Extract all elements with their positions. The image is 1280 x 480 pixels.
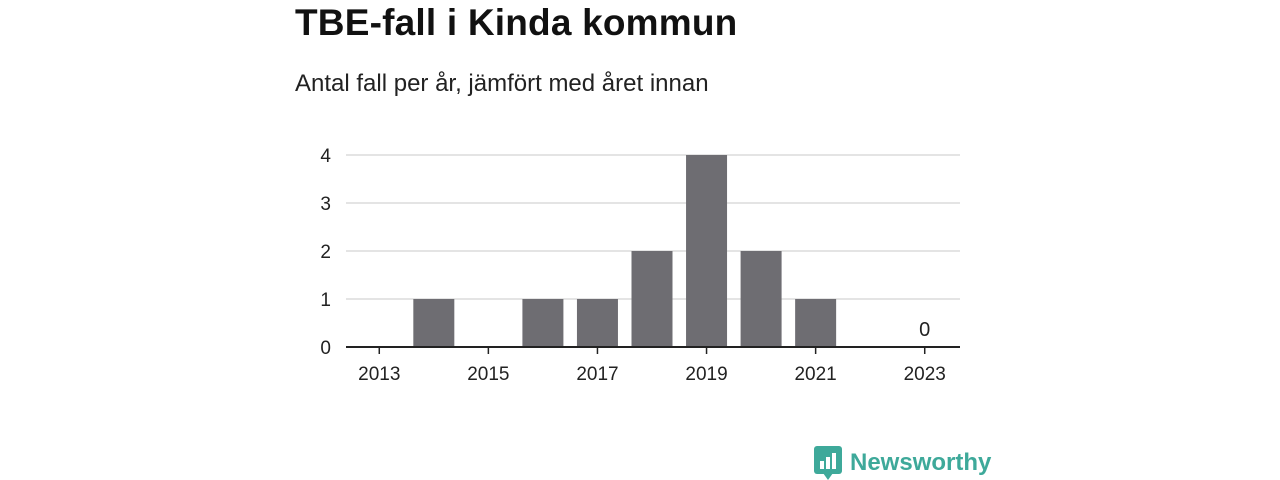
brand-logo: Newsworthy [814, 446, 991, 480]
y-tick-label: 1 [320, 290, 331, 311]
chart-subtitle: Antal fall per år, jämfört med året inna… [295, 70, 709, 97]
bar-2018 [631, 251, 673, 347]
y-tick-label: 2 [320, 242, 331, 263]
brand-name: Newsworthy [850, 449, 992, 476]
y-tick-label: 0 [320, 338, 331, 359]
x-tick-label: 2019 [685, 364, 727, 385]
data-label: 0 [919, 319, 930, 341]
x-tick-label: 2015 [467, 364, 509, 385]
y-tick-label: 4 [320, 146, 331, 167]
x-tick-label: 2021 [794, 364, 836, 385]
bar-2021 [795, 299, 837, 347]
y-tick-label: 3 [320, 194, 331, 215]
chart-title: TBE-fall i Kinda kommun [295, 2, 738, 43]
newsworthy-logo-icon [814, 446, 842, 480]
x-tick-label: 2013 [358, 364, 400, 385]
x-tick-label: 2017 [576, 364, 618, 385]
bar-2020 [740, 251, 782, 347]
bar-chart: 0 1 2 3 4 2013 2015 2017 2019 2021 2023 0 [320, 146, 960, 385]
bar-2016 [522, 299, 564, 347]
x-tick-label: 2023 [904, 364, 946, 385]
bar-2014 [413, 299, 455, 347]
bar-2017 [576, 299, 618, 347]
bar-2019 [686, 155, 728, 347]
